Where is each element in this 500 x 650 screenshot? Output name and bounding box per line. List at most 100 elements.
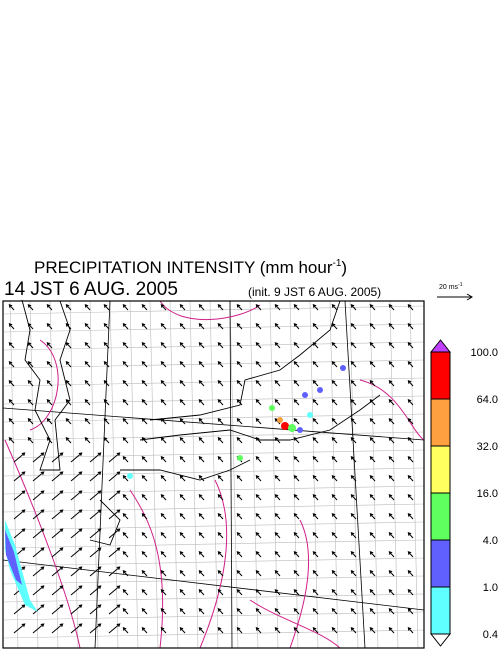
contour [249,599,341,649]
wind-arrow [46,342,53,349]
wind-arrow [255,608,262,615]
wind-arrow [65,437,72,444]
wind-arrow [141,475,148,482]
wind-arrow [388,608,395,615]
wind-arrow [27,418,34,425]
wind-arrow [8,361,15,368]
grid-line [409,300,419,649]
wind-arrow [141,342,148,349]
wind-arrow [122,323,129,330]
wind-arrow [89,452,102,463]
wind-arrow [179,437,186,444]
wind-arrow [103,418,110,425]
wind-arrow [141,361,148,368]
wind-arrow [369,323,376,330]
init-label: (init. 9 JST 6 AUG. 2005) [248,285,381,299]
wind-arrow [27,437,34,444]
wind-arrow [293,532,300,539]
wind-arrow [122,304,129,311]
latlon-line [2,559,425,611]
wind-arrow [27,342,34,349]
wind-arrow [217,437,224,444]
latlon-line [344,300,366,649]
wind-arrow [108,566,121,577]
wind-arrow [369,627,376,634]
wind-arrow [160,342,167,349]
wind-arrow [70,471,83,482]
wind-arrow [89,585,102,596]
wind-arrow [179,627,186,634]
wind-arrow [274,323,281,330]
wind-arrow [108,471,121,482]
wind-arrow [89,471,102,482]
wind-arrow [84,361,91,368]
wind-arrow [331,380,338,387]
wind-arrow [89,547,102,558]
wind-arrow [141,494,148,501]
wind-arrow [369,551,376,558]
wind-arrow [84,399,91,406]
wind-arrow [84,418,91,425]
wind-arrow [388,589,395,596]
wind-arrow [312,456,319,463]
wind-arrow [141,608,148,615]
wind-arrow [103,304,110,311]
wind-arrow [89,604,102,615]
wind-arrow [236,323,243,330]
grid-line [29,300,39,649]
precip-cell [277,417,283,423]
wind-arrow [141,570,148,577]
wind-arrow [217,627,224,634]
wind-arrow [27,323,34,330]
grid-line [189,300,199,649]
wind-arrow [103,399,110,406]
wind-arrow [160,323,167,330]
wind-arrow [160,551,167,558]
precip-cell [297,427,303,433]
wind-arrow [369,437,376,444]
wind-arrow [217,608,224,615]
wind-arrow [160,570,167,577]
wind-arrow [388,532,395,539]
wind-arrow [141,589,148,596]
wind-arrow [407,551,414,558]
grid-line [2,359,425,369]
wind-arrow [13,509,26,520]
wind-arrow [122,475,129,482]
wind-arrow [274,456,281,463]
wind-arrow [198,532,205,539]
wind-arrow [217,551,224,558]
wind-arrow [274,399,281,406]
wind-legend-arrow [437,293,473,301]
wind-arrow [369,399,376,406]
wind-arrow [350,380,357,387]
wind-arrow [293,323,300,330]
wind-arrow [331,513,338,520]
grid-line [2,467,425,477]
wind-arrow [103,380,110,387]
colorbar-label: 100.0 [470,347,498,359]
wind-arrow [217,361,224,368]
wind-arrow [179,380,186,387]
wind-arrow [46,361,53,368]
wind-arrow [13,471,26,482]
wind-arrow [141,513,148,520]
wind-arrow [160,304,167,311]
wind-arrow [369,456,376,463]
wind-arrow [255,361,262,368]
wind-arrow [51,452,64,463]
wind-arrow [388,494,395,501]
wind-arrow [369,570,376,577]
wind-arrow [350,513,357,520]
wind-arrow [388,551,395,558]
wind-arrow [388,304,395,311]
grid-line [229,300,239,649]
wind-arrow [312,627,319,634]
wind-arrow [293,361,300,368]
coastline [149,300,341,421]
wind-arrow [293,475,300,482]
wind-arrow [350,532,357,539]
wind-arrow [274,551,281,558]
wind-arrow [331,323,338,330]
wind-arrow [8,399,15,406]
